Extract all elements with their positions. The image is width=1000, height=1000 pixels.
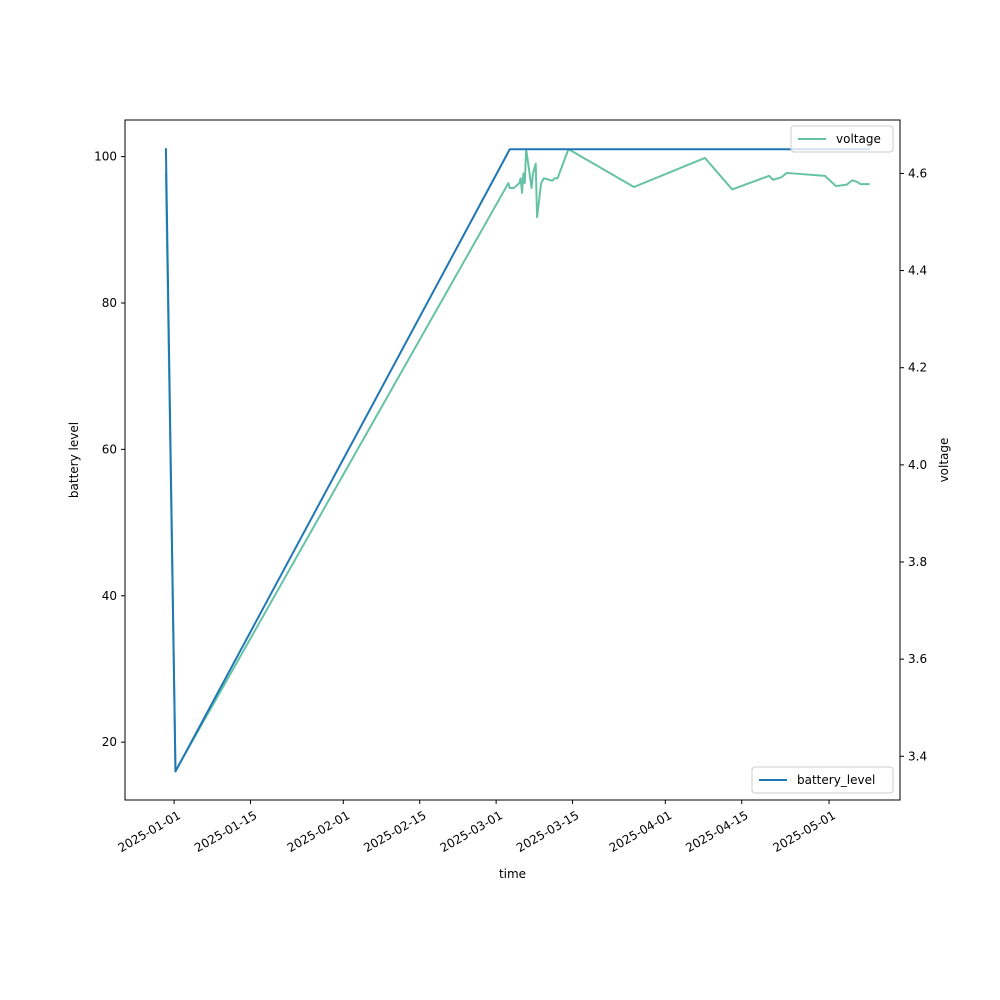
legend-battery-level-frame bbox=[751, 766, 894, 794]
y2-tick-label: 4.0 bbox=[908, 458, 927, 472]
y2-tick-label: 3.8 bbox=[908, 555, 927, 569]
y2-tick-label: 3.6 bbox=[908, 652, 927, 666]
series-line-battery-level bbox=[164, 148, 870, 773]
y-axis-label: battery level bbox=[67, 422, 81, 498]
series-line-voltage bbox=[164, 148, 870, 772]
y2-tick-label: 4.2 bbox=[908, 361, 927, 375]
legend-battery-level: battery_level bbox=[751, 766, 894, 794]
legend-voltage: voltage bbox=[790, 125, 894, 153]
plot-area bbox=[125, 120, 900, 800]
y2-tick-label: 4.4 bbox=[908, 264, 927, 278]
y2-tick-label: 3.4 bbox=[908, 749, 927, 763]
legend-voltage-label: voltage bbox=[836, 132, 881, 146]
plot-frame bbox=[124, 119, 901, 801]
legend-voltage-frame bbox=[790, 125, 894, 153]
y-tick-label: 60 bbox=[102, 442, 117, 456]
y2-axis-label: voltage bbox=[937, 438, 951, 483]
y2-tick-label: 4.6 bbox=[908, 166, 927, 180]
y-tick-label: 80 bbox=[102, 296, 117, 310]
y-tick-label: 40 bbox=[102, 589, 117, 603]
x-axis-label: time bbox=[499, 867, 526, 881]
legend-battery-level-label: battery_level bbox=[797, 773, 875, 787]
y-tick-label: 20 bbox=[102, 735, 117, 749]
y-tick-label: 100 bbox=[94, 150, 117, 164]
